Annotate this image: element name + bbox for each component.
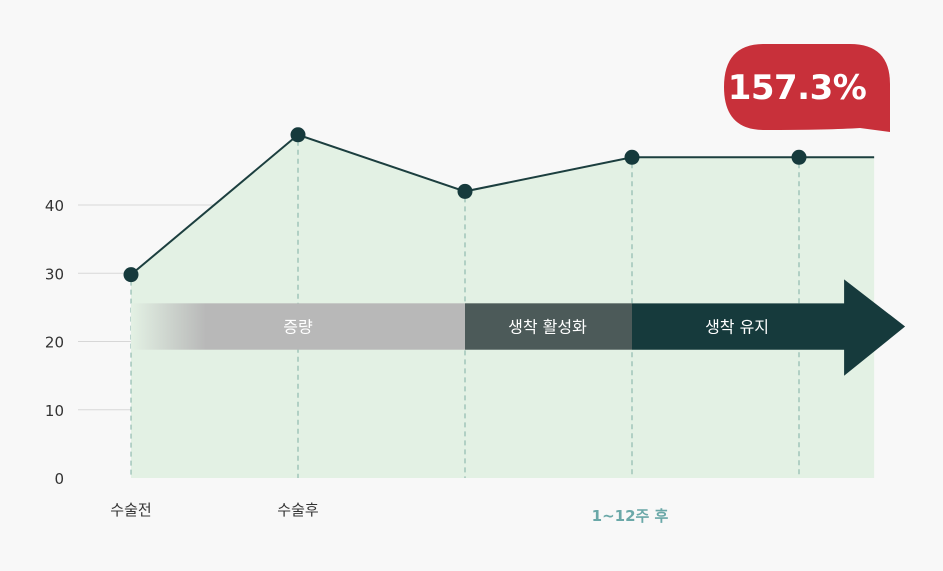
phase-label: 생착 유지	[705, 318, 769, 337]
callout-value: 157.3%	[728, 68, 867, 108]
period-label: 1~12주 후	[592, 507, 669, 525]
series-line	[130, 133, 875, 276]
phase-band	[465, 303, 632, 350]
x-category-label: 수술전	[110, 501, 151, 519]
axis-labels: 0 10 20 30 40 수술전 수술후 1~12주 후	[45, 197, 669, 525]
data-point	[123, 267, 139, 283]
data-point	[791, 149, 807, 165]
data-point	[290, 127, 306, 143]
y-tick-label: 20	[45, 334, 64, 352]
data-points	[123, 127, 807, 283]
phase-fade	[131, 303, 206, 350]
phase-band	[206, 303, 465, 350]
data-point	[457, 183, 473, 199]
y-tick-label: 30	[45, 265, 64, 283]
y-tick-label: 0	[54, 470, 64, 488]
data-point	[624, 149, 640, 165]
phase-label: 증량	[283, 318, 313, 337]
phase-label: 생착 활성화	[508, 318, 587, 337]
y-tick-label: 10	[45, 402, 64, 420]
series-line-layer	[130, 133, 875, 276]
phase-arrow-head	[632, 279, 906, 376]
callout: 157.3%	[724, 44, 890, 132]
callout-bubble	[724, 44, 890, 132]
phase-arrow: 증량 생착 활성화 생착 유지	[131, 279, 906, 376]
y-tick-label: 40	[45, 197, 64, 215]
x-category-label: 수술후	[277, 501, 319, 519]
